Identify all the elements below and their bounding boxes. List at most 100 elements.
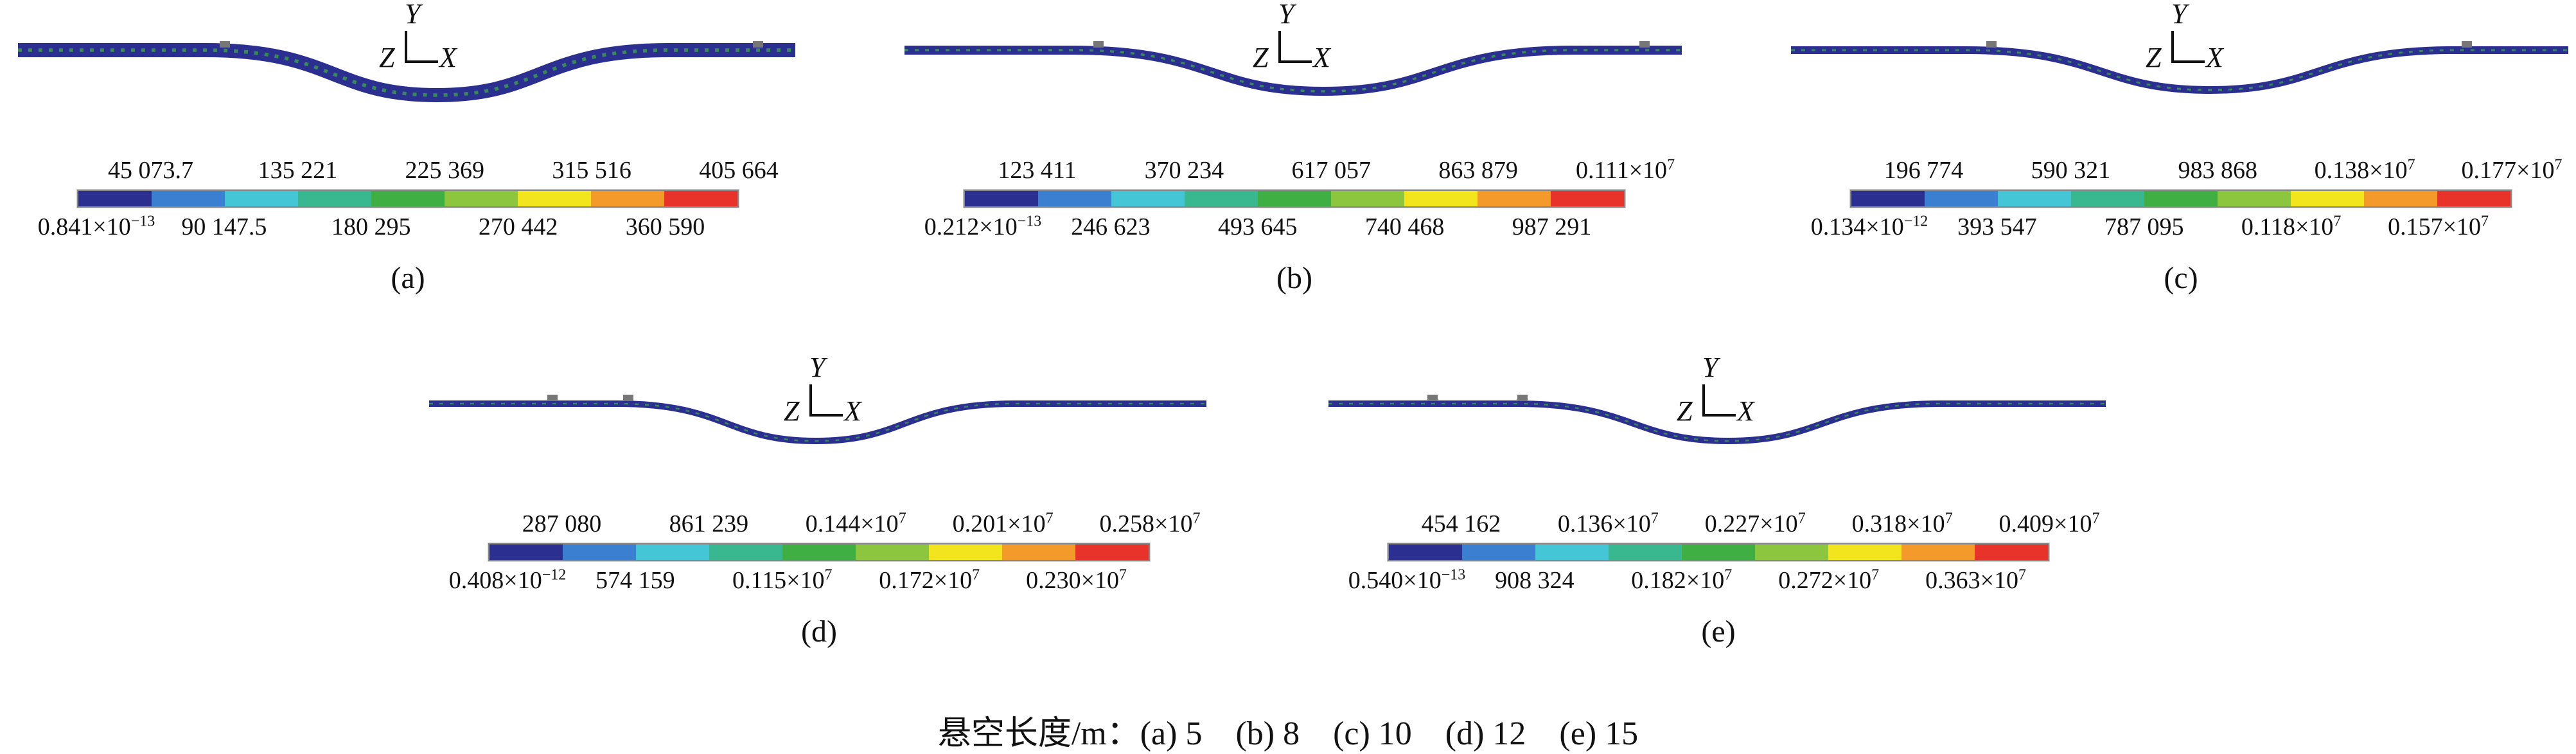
colorbar-top-tick: 983 868 bbox=[2178, 157, 2257, 184]
colorbar-segment bbox=[1111, 191, 1185, 206]
colorbar-bottom-tick: 0.157×107 bbox=[2388, 213, 2489, 240]
axis-y-line bbox=[809, 384, 812, 417]
colorbar-bottom-tick: 0.172×107 bbox=[879, 566, 980, 594]
colorbar-bottom-tick: 0.363×107 bbox=[1925, 566, 2027, 594]
colorbar-segment bbox=[152, 191, 225, 206]
colorbar-segment bbox=[563, 544, 636, 560]
axis-z-label: Z bbox=[784, 395, 800, 427]
colorbar-bottom-tick: 0.118×107 bbox=[2241, 213, 2342, 240]
panel-d: Y Z X 287 080 861 239 0.144×107 0.201×107 0.258… bbox=[424, 354, 1240, 649]
axis-y-line bbox=[1702, 384, 1705, 417]
colorbar-segment bbox=[1828, 544, 1901, 560]
stress-colorbar bbox=[1850, 190, 2512, 208]
axis-z-label: Z bbox=[2146, 42, 2162, 73]
pipeline-beam-plot bbox=[18, 41, 795, 103]
colorbar-bottom-tick: 493 645 bbox=[1218, 213, 1298, 240]
colorbar-segment bbox=[1258, 191, 1331, 206]
colorbar-segment bbox=[1389, 544, 1462, 560]
colorbar-top-tick: 123 411 bbox=[998, 157, 1077, 184]
colorbar-segment bbox=[1331, 191, 1404, 206]
axis-y-line bbox=[1278, 31, 1281, 63]
panel-caption: (e) bbox=[1701, 615, 1736, 649]
colorbar-bottom-tick: 0.230×107 bbox=[1026, 566, 1127, 594]
colorbar-segment bbox=[1075, 544, 1149, 560]
support-marker bbox=[753, 41, 763, 48]
colorbar-segment bbox=[1185, 191, 1258, 206]
colorbar-segment bbox=[1535, 544, 1609, 560]
colorbar-top-tick: 225 369 bbox=[405, 157, 484, 184]
colorbar-top-tick: 590 321 bbox=[2031, 157, 2111, 184]
axis-x-line bbox=[405, 60, 438, 63]
panel-b: Y Z X 123 411 370 234 617 057 863 879 0.111×107… bbox=[899, 0, 1715, 296]
colorbar-segment bbox=[1478, 191, 1551, 206]
colorbar-segment bbox=[709, 544, 782, 560]
panel-e: Y Z X 454 162 0.136×107 0.227×107 0.318×107 0.4… bbox=[1323, 354, 2139, 649]
colorbar-segment bbox=[2144, 191, 2218, 206]
stress-colorbar bbox=[964, 190, 1625, 208]
stress-colorbar bbox=[488, 543, 1150, 561]
axis-y-line bbox=[2171, 31, 2174, 63]
colorbar-top-tick: 0.111×107 bbox=[1575, 156, 1675, 184]
stress-highlight bbox=[18, 48, 795, 97]
colorbar-segment bbox=[2437, 191, 2510, 206]
panel-c: Y Z X 196 774 590 321 983 868 0.138×107 0.177×1… bbox=[1786, 0, 2576, 296]
axis-x-label: X bbox=[2206, 42, 2223, 73]
colorbar-top-tick: 0.318×107 bbox=[1851, 510, 1953, 537]
pipeline-beam-plot bbox=[1791, 41, 2568, 94]
axis-y-label: Y bbox=[809, 352, 825, 383]
colorbar-bottom-tick: 908 324 bbox=[1495, 567, 1575, 594]
axis-x-line bbox=[1702, 414, 1736, 417]
colorbar-bottom-tick: 180 295 bbox=[331, 213, 411, 240]
colorbar-segment bbox=[1462, 544, 1535, 560]
colorbar-segment bbox=[1038, 191, 1111, 206]
colorbar-segment bbox=[1925, 191, 1998, 206]
panel-caption: (d) bbox=[801, 615, 837, 649]
stress-highlight bbox=[1791, 49, 2568, 91]
colorbar-segment bbox=[2218, 191, 2291, 206]
support-marker bbox=[623, 395, 633, 401]
axis-y-label: Y bbox=[405, 0, 421, 30]
colorbar-top-tick: 617 057 bbox=[1291, 157, 1371, 184]
axis-x-line bbox=[2171, 60, 2205, 63]
colorbar-top-tick: 45 073.7 bbox=[107, 157, 193, 184]
axis-z-label: Z bbox=[1677, 395, 1693, 427]
colorbar-segment bbox=[664, 191, 737, 206]
colorbar-segment bbox=[1609, 544, 1682, 560]
colorbar-segment bbox=[2071, 191, 2144, 206]
colorbar-top-tick: 0.144×107 bbox=[805, 510, 906, 537]
colorbar-bottom-tick: 740 468 bbox=[1364, 213, 1445, 240]
colorbar-bottom-tick: 393 547 bbox=[1957, 213, 2037, 240]
colorbar-segment bbox=[929, 544, 1002, 560]
colorbar-segment bbox=[1851, 191, 1925, 206]
panel-caption: (a) bbox=[391, 261, 425, 295]
support-marker bbox=[1986, 41, 1997, 48]
axis-y-line bbox=[405, 31, 407, 63]
colorbar-segment bbox=[856, 544, 929, 560]
stress-highlight bbox=[429, 402, 1206, 442]
colorbar-segment bbox=[1755, 544, 1828, 560]
support-marker bbox=[1639, 41, 1650, 48]
colorbar-bottom-tick: 0.272×107 bbox=[1778, 566, 1880, 594]
support-marker bbox=[547, 395, 558, 401]
colorbar-segment bbox=[490, 544, 563, 560]
colorbar-bottom-tick: 787 095 bbox=[2104, 213, 2184, 240]
support-marker bbox=[1427, 395, 1438, 401]
axis-y-label: Y bbox=[1702, 352, 1718, 383]
axis-z-label: Z bbox=[1253, 42, 1269, 73]
pipeline-beam-plot bbox=[1328, 395, 2106, 445]
colorbar-segment bbox=[1404, 191, 1478, 206]
panel-caption: (b) bbox=[1276, 261, 1312, 295]
colorbar-bottom-tick: 0.212×10−13 bbox=[924, 213, 1042, 240]
colorbar-top-tick: 0.138×107 bbox=[2314, 156, 2415, 184]
colorbar-bottom-tick: 0.115×107 bbox=[732, 566, 833, 594]
colorbar-top-tick: 0.409×107 bbox=[1998, 510, 2100, 537]
axis-z-label: Z bbox=[379, 42, 395, 73]
colorbar-bottom-tick: 0.182×107 bbox=[1631, 566, 1733, 594]
colorbar-segment bbox=[1682, 544, 1755, 560]
support-marker bbox=[1093, 41, 1104, 48]
colorbar-segment bbox=[1998, 191, 2071, 206]
colorbar-bottom-tick: 0.540×10−13 bbox=[1348, 566, 1466, 594]
